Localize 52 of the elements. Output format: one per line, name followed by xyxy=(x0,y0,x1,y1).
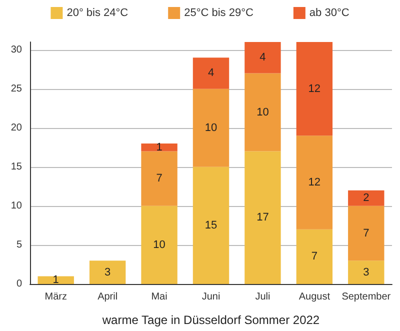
data-label: 17 xyxy=(256,212,269,224)
data-label: 2 xyxy=(363,192,370,204)
data-label: 7 xyxy=(156,172,162,185)
bar xyxy=(89,260,126,284)
data-label: 10 xyxy=(153,238,166,251)
legend-label: ab 30°C xyxy=(309,7,350,19)
data-label: 4 xyxy=(260,52,266,64)
x-tick-label: März xyxy=(44,292,67,302)
x-axis-title: warme Tage in Düsseldorf Sommer 2022 xyxy=(101,313,320,327)
bar xyxy=(348,190,384,206)
data-label: 1 xyxy=(156,141,162,154)
data-label: 7 xyxy=(311,250,318,263)
data-label: 1 xyxy=(52,274,59,286)
bar xyxy=(38,276,74,284)
data-label: 3 xyxy=(363,266,370,278)
bar xyxy=(244,42,281,74)
bar xyxy=(296,136,333,230)
y-tick-label: 25 xyxy=(10,83,22,94)
bar xyxy=(296,42,333,136)
bar xyxy=(348,260,384,284)
x-tick-label: Juli xyxy=(255,292,270,302)
bar xyxy=(141,143,178,152)
y-tick-label: 10 xyxy=(10,200,22,212)
data-label: 12 xyxy=(308,82,321,95)
x-tick-label: Juni xyxy=(202,292,220,302)
x-tick-label: September xyxy=(342,292,392,302)
data-label: 10 xyxy=(256,106,269,118)
data-label: 7 xyxy=(363,227,370,240)
data-label: 15 xyxy=(204,219,218,232)
data-label: 12 xyxy=(308,176,321,189)
y-tick-label: 0 xyxy=(16,278,22,290)
x-tick-label: Mai xyxy=(151,292,168,302)
bar xyxy=(244,151,281,284)
x-tick-label: August xyxy=(298,292,330,302)
bar xyxy=(141,151,178,206)
x-tick-label: April xyxy=(98,292,118,302)
bar xyxy=(141,206,178,284)
y-tick-label: 15 xyxy=(10,161,22,172)
legend-label: 20° bis 24°C xyxy=(66,7,128,19)
bar xyxy=(192,58,230,89)
bar xyxy=(244,73,281,152)
y-tick-label: 30 xyxy=(10,44,22,56)
data-label: 3 xyxy=(104,266,111,278)
y-tick-label: 20 xyxy=(10,122,22,134)
legend-label: 25°C bis 29°C xyxy=(184,7,254,19)
y-tick-label: 5 xyxy=(16,239,22,250)
bar xyxy=(296,229,333,284)
bar xyxy=(192,88,230,167)
data-label: 10 xyxy=(204,122,218,134)
data-label: 4 xyxy=(208,67,214,80)
bar xyxy=(192,166,230,284)
bar xyxy=(348,206,384,261)
